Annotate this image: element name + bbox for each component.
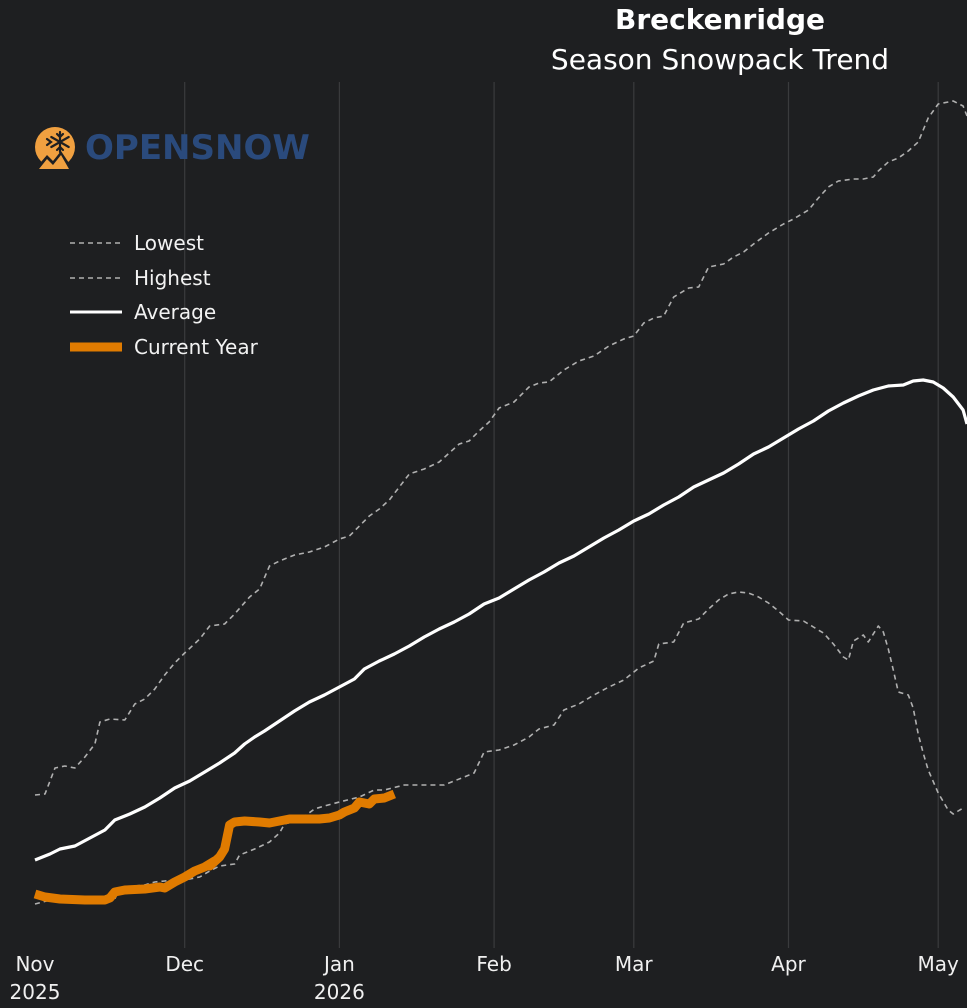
x-tick-year-label: 2026 — [314, 980, 365, 1004]
legend-label: Average — [134, 300, 217, 325]
legend-item-lowest[interactable]: Lowest — [70, 226, 258, 261]
legend-item-highest[interactable]: Highest — [70, 261, 258, 296]
thick-line-swatch — [70, 342, 122, 352]
x-tick-year-label: 2025 — [10, 980, 61, 1004]
legend-label: Highest — [134, 265, 211, 290]
chart-subtitle: Season Snowpack Trend — [550, 43, 890, 76]
x-axis-ticks: Nov 2025 Dec Jan 2026 Feb Mar Apr May — [10, 952, 959, 1004]
solid-line-swatch — [70, 310, 122, 314]
x-tick-label: Dec — [165, 952, 204, 976]
legend-label: Lowest — [134, 231, 204, 256]
grid-lines — [184, 82, 939, 948]
legend-label: Current Year — [134, 334, 258, 359]
series-line-average — [34, 378, 967, 862]
x-tick-label: Feb — [476, 952, 511, 976]
opensnow-logo: OPENSNOW — [33, 125, 310, 171]
snowflake-mountain-icon — [35, 127, 75, 169]
chart-title: Breckenridge — [614, 3, 825, 36]
x-tick-label: Jan — [322, 952, 355, 976]
series-line-lowest — [34, 591, 964, 905]
dashed-line-swatch — [70, 277, 122, 279]
x-tick-label: Mar — [615, 952, 654, 976]
chart-legend: Lowest Highest Average Current Year — [70, 226, 258, 364]
logo-text: OPENSNOW — [85, 128, 310, 168]
series-lines — [33, 100, 967, 905]
legend-item-average[interactable]: Average — [70, 295, 258, 330]
x-tick-label: Apr — [771, 952, 806, 976]
dashed-line-swatch — [70, 242, 122, 244]
series-line-current-year — [33, 789, 396, 905]
legend-item-current-year[interactable]: Current Year — [70, 330, 258, 365]
x-tick-label: Nov — [15, 952, 54, 976]
x-tick-label: May — [918, 952, 960, 976]
series-line-highest — [34, 100, 967, 796]
